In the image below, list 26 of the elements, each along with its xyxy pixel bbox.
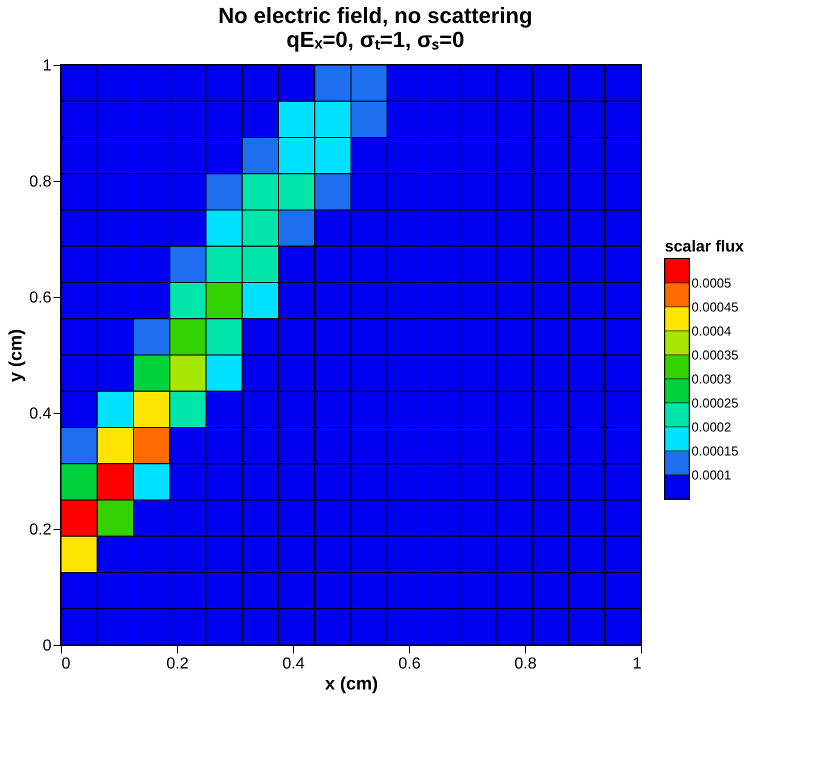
text: qEₓ=0, σₜ=1, σₛ=0 [286,27,464,52]
y-tick-label: 0 [42,638,52,654]
x-tick-label: 0.6 [398,656,421,672]
y-axis-title: y (cm) [5,328,26,382]
color-bar-label: 0.0004 [692,323,732,338]
x-tick-label: 0.4 [282,656,305,672]
y-tick-label: 0.2 [29,522,52,538]
color-bar-label: 0.00025 [692,395,738,410]
y-tick-label: 1 [42,58,52,74]
color-bar-label: 0.00045 [692,299,738,314]
color-bar-label: 0.00015 [692,443,738,458]
y-tick-label: 0.4 [29,406,52,422]
y-tick-label: 0.6 [29,290,52,306]
color-bar-title: scalar flux [664,238,744,256]
color-bar-label: 0.0002 [692,419,732,434]
color-bar-label: 0.0005 [692,275,732,290]
color-bar-label: 0.00035 [692,347,738,362]
y-tick-label: 0.8 [29,174,52,190]
x-tick-label: 1 [632,656,642,672]
color-bar-label: 0.0001 [692,467,732,482]
x-tick-label: 0 [62,656,70,672]
text: No electric field, no scattering [218,3,532,28]
color-bar-label: 0.0003 [692,371,732,386]
x-tick-label: 0.2 [166,656,189,672]
x-axis-title: x (cm) [324,674,378,694]
x-tick-label: 0.8 [514,656,537,672]
